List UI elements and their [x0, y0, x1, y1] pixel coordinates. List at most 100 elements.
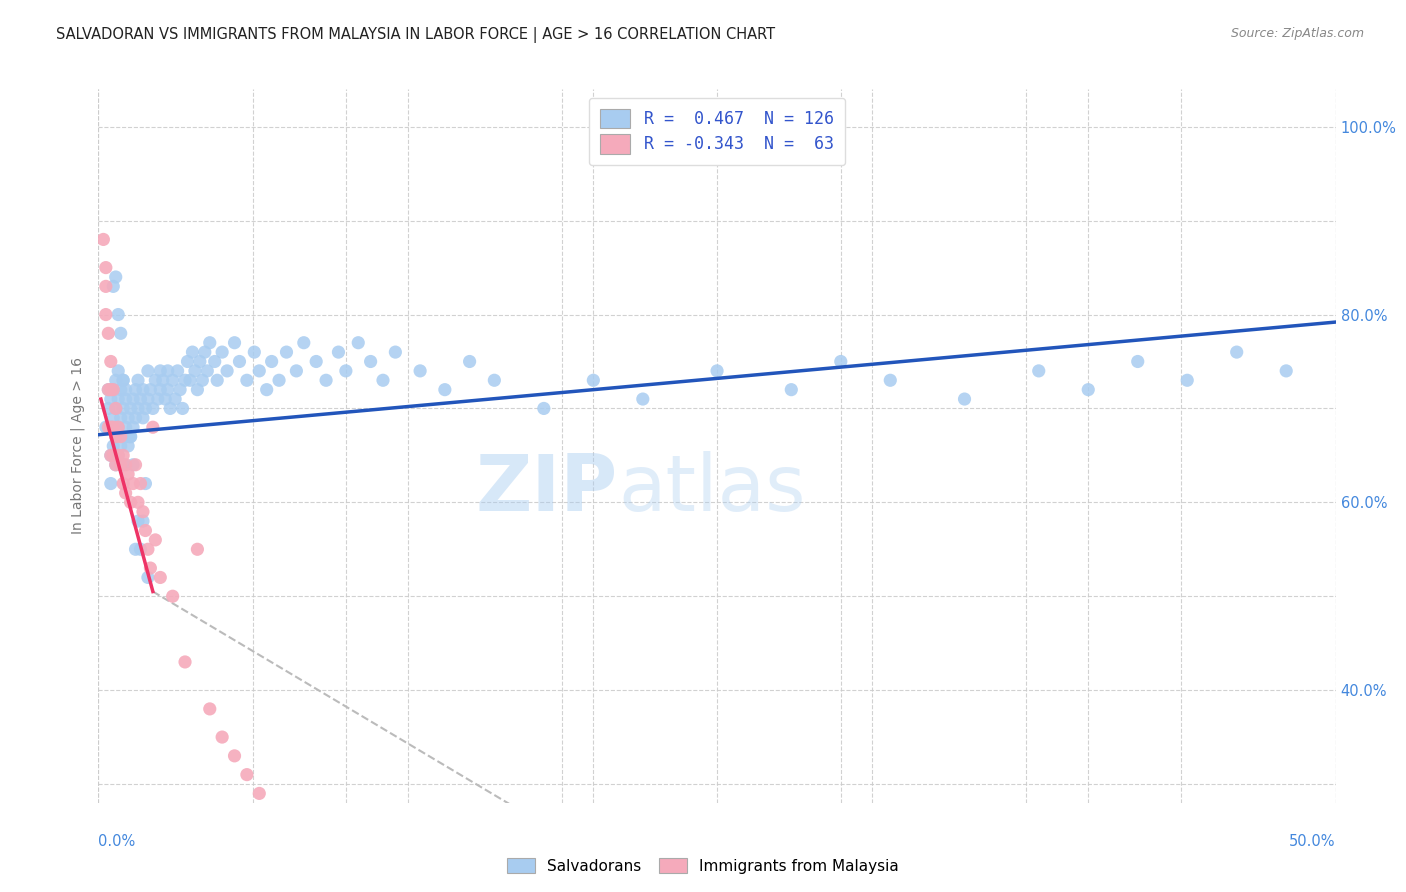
Point — [107, 308, 129, 322]
Point — [104, 458, 127, 472]
Point — [198, 702, 221, 716]
Point — [409, 364, 432, 378]
Point — [104, 373, 127, 387]
Point — [211, 730, 233, 744]
Point — [285, 833, 308, 847]
Point — [146, 392, 169, 406]
Point — [186, 383, 208, 397]
Point — [110, 410, 132, 425]
Point — [159, 401, 181, 416]
Point — [181, 345, 204, 359]
Point — [247, 786, 270, 800]
Point — [117, 467, 139, 482]
Point — [1028, 364, 1050, 378]
Point — [124, 383, 146, 397]
Point — [152, 373, 174, 387]
Point — [117, 410, 139, 425]
Point — [104, 270, 127, 285]
Point — [100, 383, 122, 397]
Point — [706, 364, 728, 378]
Point — [120, 429, 142, 443]
Point — [120, 401, 142, 416]
Point — [117, 429, 139, 443]
Point — [224, 335, 246, 350]
Point — [112, 449, 135, 463]
Point — [309, 871, 332, 885]
Point — [217, 364, 239, 378]
Point — [162, 373, 184, 387]
Point — [174, 373, 197, 387]
Point — [129, 476, 152, 491]
Point — [114, 383, 136, 397]
Point — [132, 383, 155, 397]
Point — [132, 514, 155, 528]
Point — [97, 383, 120, 397]
Point — [1077, 383, 1099, 397]
Point — [1226, 345, 1249, 359]
Point — [127, 401, 149, 416]
Point — [830, 354, 852, 368]
Point — [114, 420, 136, 434]
Point — [94, 279, 117, 293]
Text: SALVADORAN VS IMMIGRANTS FROM MALAYSIA IN LABOR FORCE | AGE > 16 CORRELATION CHA: SALVADORAN VS IMMIGRANTS FROM MALAYSIA I… — [56, 27, 775, 43]
Point — [110, 439, 132, 453]
Point — [104, 429, 127, 443]
Point — [260, 354, 283, 368]
Point — [243, 345, 266, 359]
Point — [107, 420, 129, 434]
Point — [112, 458, 135, 472]
Point — [110, 383, 132, 397]
Point — [104, 458, 127, 472]
Point — [107, 364, 129, 378]
Legend: R =  0.467  N = 126, R = -0.343  N =  63: R = 0.467 N = 126, R = -0.343 N = 63 — [589, 97, 845, 165]
Point — [94, 308, 117, 322]
Point — [136, 392, 159, 406]
Point — [110, 326, 132, 341]
Legend: Salvadorans, Immigrants from Malaysia: Salvadorans, Immigrants from Malaysia — [501, 852, 905, 880]
Point — [305, 354, 328, 368]
Point — [273, 824, 295, 838]
Point — [169, 383, 191, 397]
Point — [139, 561, 162, 575]
Point — [110, 429, 132, 443]
Point — [97, 401, 120, 416]
Point — [1175, 373, 1198, 387]
Point — [107, 392, 129, 406]
Point — [166, 364, 188, 378]
Point — [165, 392, 187, 406]
Point — [194, 345, 217, 359]
Point — [97, 420, 120, 434]
Text: Source: ZipAtlas.com: Source: ZipAtlas.com — [1230, 27, 1364, 40]
Point — [100, 449, 122, 463]
Point — [100, 476, 122, 491]
Point — [582, 373, 605, 387]
Point — [149, 364, 172, 378]
Point — [136, 364, 159, 378]
Point — [100, 354, 122, 368]
Point — [97, 326, 120, 341]
Point — [103, 449, 125, 463]
Point — [104, 401, 127, 416]
Point — [174, 655, 197, 669]
Text: ZIP: ZIP — [475, 450, 619, 527]
Point — [100, 420, 122, 434]
Point — [211, 345, 233, 359]
Text: atlas: atlas — [619, 450, 806, 527]
Point — [103, 439, 125, 453]
Point — [156, 383, 179, 397]
Point — [149, 383, 172, 397]
Point — [142, 401, 165, 416]
Point — [285, 364, 308, 378]
Point — [188, 354, 211, 368]
Point — [953, 392, 976, 406]
Point — [134, 476, 156, 491]
Point — [484, 373, 506, 387]
Point — [292, 335, 315, 350]
Point — [205, 373, 228, 387]
Point — [107, 449, 129, 463]
Point — [93, 232, 115, 246]
Point — [94, 260, 117, 275]
Point — [149, 570, 172, 584]
Point — [322, 880, 344, 892]
Point — [335, 889, 357, 892]
